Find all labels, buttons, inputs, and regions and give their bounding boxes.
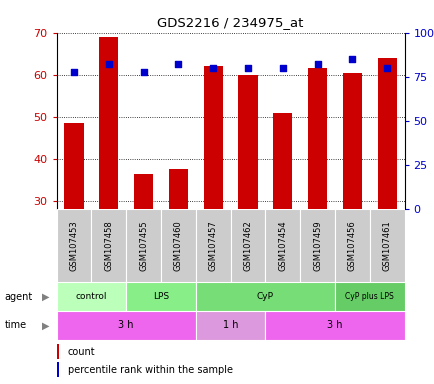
Text: GSM107453: GSM107453 — [69, 220, 78, 271]
Bar — [307, 68, 326, 209]
Point — [209, 65, 216, 71]
Point — [348, 56, 355, 62]
Text: 3 h: 3 h — [118, 320, 134, 331]
Bar — [56, 344, 59, 359]
Text: GSM107454: GSM107454 — [278, 220, 286, 271]
Text: GSM107460: GSM107460 — [174, 220, 182, 271]
Text: ▶: ▶ — [42, 291, 49, 302]
Bar — [265, 209, 299, 282]
Text: GSM107459: GSM107459 — [312, 220, 321, 271]
Point — [174, 61, 181, 68]
Bar — [99, 37, 118, 209]
Bar — [299, 209, 334, 282]
Text: 3 h: 3 h — [326, 320, 342, 331]
Bar — [126, 209, 161, 282]
Bar — [203, 66, 222, 209]
Bar — [369, 209, 404, 282]
Text: LPS: LPS — [152, 292, 169, 301]
Bar — [56, 282, 126, 311]
Point — [140, 68, 147, 74]
Bar — [168, 169, 187, 209]
Point — [383, 65, 390, 71]
Bar — [56, 311, 195, 340]
Bar — [334, 282, 404, 311]
Bar — [342, 73, 361, 209]
Text: GSM107458: GSM107458 — [104, 220, 113, 271]
Text: time: time — [4, 320, 26, 331]
Title: GDS2216 / 234975_at: GDS2216 / 234975_at — [157, 16, 303, 29]
Bar — [195, 311, 265, 340]
Point — [244, 65, 251, 71]
Point — [105, 61, 112, 68]
Text: GSM107461: GSM107461 — [382, 220, 391, 271]
Bar — [273, 113, 292, 209]
Bar — [91, 209, 126, 282]
Bar — [126, 282, 195, 311]
Text: GSM107455: GSM107455 — [139, 220, 148, 271]
Bar — [134, 174, 153, 209]
Bar — [195, 282, 334, 311]
Text: agent: agent — [4, 291, 33, 302]
Text: CyP plus LPS: CyP plus LPS — [345, 292, 393, 301]
Bar — [230, 209, 265, 282]
Text: GSM107456: GSM107456 — [347, 220, 356, 271]
Text: GSM107457: GSM107457 — [208, 220, 217, 271]
Bar — [377, 58, 396, 209]
Point — [313, 61, 320, 68]
Bar — [161, 209, 195, 282]
Bar — [56, 209, 91, 282]
Text: percentile rank within the sample: percentile rank within the sample — [68, 365, 232, 375]
Point — [279, 65, 286, 71]
Text: GSM107462: GSM107462 — [243, 220, 252, 271]
Text: count: count — [68, 347, 95, 357]
Text: CyP: CyP — [256, 292, 273, 301]
Bar — [334, 209, 369, 282]
Bar — [64, 123, 83, 209]
Text: 1 h: 1 h — [222, 320, 238, 331]
Text: ▶: ▶ — [42, 320, 49, 331]
Bar — [265, 311, 404, 340]
Text: control: control — [76, 292, 107, 301]
Point — [70, 68, 77, 74]
Bar — [56, 362, 59, 377]
Bar — [238, 75, 257, 209]
Bar — [195, 209, 230, 282]
